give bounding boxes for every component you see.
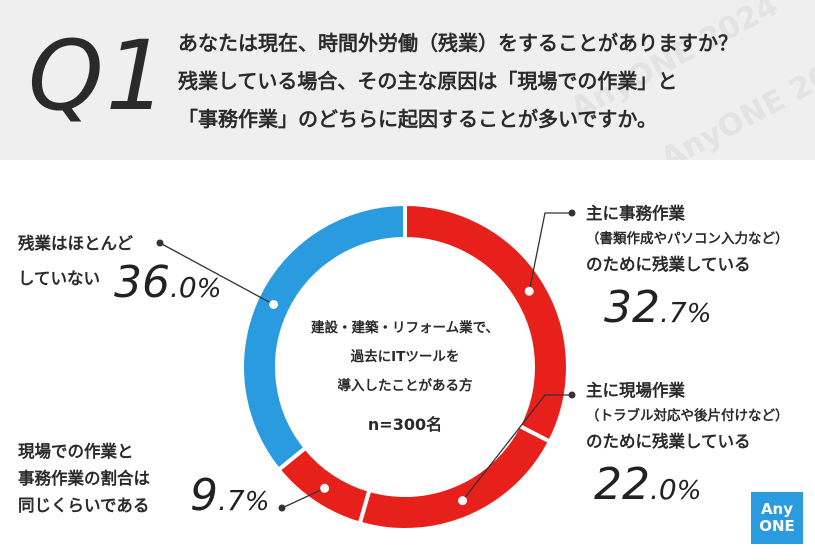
percent-unit: %	[686, 299, 712, 329]
label-line: のために残業している	[586, 255, 751, 274]
respondent-line: 建設・建築・リフォーム業で、	[310, 320, 500, 336]
leader-dot	[320, 483, 330, 493]
question-line: あなたは現在、時間外労働（残業）をすることがありますか？	[178, 31, 738, 55]
leader-line	[159, 242, 274, 306]
label-field-work: 主に現場作業 （トラブル対応や後片付けなど） のために残業している 22.0%	[586, 377, 789, 510]
percent-field-work: 22.0%	[586, 459, 789, 510]
percent-office-work: 32.7%	[586, 282, 789, 333]
respondent-line: 過去にITツールを	[350, 349, 460, 365]
question-number: Q1	[28, 20, 169, 132]
logo-text: Any	[760, 500, 794, 518]
percent-number: 22	[594, 459, 650, 510]
leader-no-overtime	[156, 239, 279, 309]
logo-text: ONE	[759, 517, 795, 535]
label-line: （トラブル対応や後片付けなど）	[586, 408, 789, 424]
question-line: 「事務作業」のどちらに起因することが多いですか。	[178, 107, 657, 131]
percent-same-ratio: 9.7%	[190, 470, 269, 521]
percent-number: 36	[114, 257, 170, 308]
leader-dot	[568, 391, 576, 399]
leader-dot	[269, 299, 279, 309]
percent-unit: %	[244, 487, 270, 517]
question-header: AnyONE 2024 AnyONE 2024 Q1 あなたは現在、時間外労働（…	[0, 0, 815, 160]
label-line: していない	[18, 269, 101, 288]
label-office-work: 主に事務作業 （書類作成やパソコン入力など） のために残業している 32.7%	[586, 200, 789, 333]
leader-dot	[458, 496, 468, 506]
percent-decimal: .7	[660, 296, 687, 329]
leader-dot	[568, 209, 576, 217]
question-line: 残業している場合、その主な原因は「現場での作業」と	[178, 69, 678, 93]
label-line: 現場での作業と	[18, 442, 134, 461]
leader-field-work	[458, 391, 576, 506]
label-same-ratio: 現場での作業と 事務作業の割合は 同じくらいである	[18, 438, 150, 519]
label-line: のために残業している	[586, 432, 751, 451]
percent-number: 32	[604, 282, 660, 333]
slice-no-overtime	[240, 201, 407, 473]
leader-line	[528, 212, 572, 292]
label-line: 主に現場作業	[586, 381, 685, 400]
anyone-logo: Any ONE	[751, 492, 803, 544]
leader-office-work	[524, 209, 576, 296]
percent-decimal: .0	[170, 271, 197, 304]
leader-dot	[156, 239, 164, 247]
label-line: 主に事務作業	[586, 204, 685, 223]
leader-dot	[524, 286, 534, 296]
percent-no-overtime: 36.0%	[114, 257, 221, 308]
leader-dot	[278, 504, 286, 512]
label-line: （書類作成やパソコン入力など）	[586, 231, 789, 247]
leader-same-ratio	[278, 483, 330, 512]
percent-unit: %	[196, 274, 222, 304]
question-text: あなたは現在、時間外労働（残業）をすることがありますか？ 残業している場合、その…	[178, 24, 788, 138]
label-no-overtime: 残業はほとんど していない 36.0%	[18, 230, 221, 308]
slice-field-work	[357, 422, 553, 532]
label-line: 残業はほとんど	[18, 234, 134, 253]
percent-decimal: .7	[218, 484, 245, 517]
sample-size: n=300名	[367, 415, 443, 434]
leader-line	[281, 487, 325, 509]
percent-unit: %	[676, 476, 702, 506]
percent-number: 9	[190, 470, 218, 521]
label-line: 事務作業の割合は	[18, 469, 150, 488]
respondent-info: 建設・建築・リフォーム業で、 過去にITツールを 導入したことがある方 n=30…	[300, 314, 510, 435]
respondent-line: 導入したことがある方	[337, 378, 473, 394]
percent-decimal: .0	[650, 473, 677, 506]
leader-line	[462, 394, 572, 502]
label-line: 同じくらいである	[18, 496, 150, 515]
